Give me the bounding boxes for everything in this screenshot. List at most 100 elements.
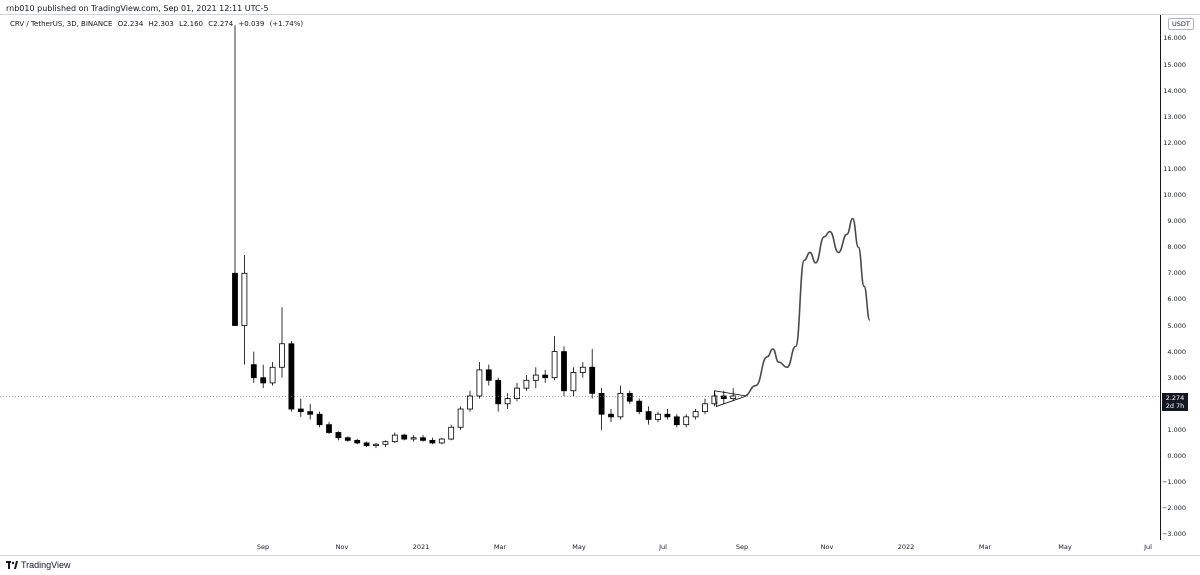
time-axis[interactable]: Sep Nov 2021 Mar May Jul Sep Nov 2022 Mar May Jul (0, 540, 1161, 556)
candle (608, 409, 614, 423)
candle (626, 390, 633, 404)
tradingview-brand[interactable]: TradingView (6, 560, 71, 570)
candle (335, 431, 342, 441)
candle-body (589, 366, 596, 394)
time-tick-label: Mar (493, 543, 507, 551)
price-tick-label: 9.000 (1167, 217, 1186, 226)
candle (344, 436, 351, 442)
candle-body (438, 438, 445, 444)
candle (373, 442, 379, 449)
low-value: L2.160 (179, 20, 204, 28)
candle-body (307, 411, 314, 415)
time-tick-label: 2022 (897, 543, 915, 551)
candle-body (335, 432, 342, 439)
last-price-label: 2.274 2d 7h (1162, 393, 1188, 411)
price-tick-label: 11.000 (1163, 164, 1186, 173)
time-tick-label: Sep (256, 543, 270, 551)
candle (420, 435, 426, 442)
price-tick-label: 0.000 (1167, 452, 1186, 460)
projection-brush-drawing[interactable] (744, 217, 871, 397)
candle-body (636, 400, 643, 413)
candle-body (288, 343, 295, 410)
candle (457, 406, 464, 430)
candle-body (344, 437, 351, 441)
candle (260, 364, 267, 389)
bar-countdown: 2d 7h (1165, 402, 1185, 410)
candle (307, 403, 314, 420)
symbol-legend: CRV / TetherUS, 3D, BINANCE O2.234 H2.30… (10, 20, 306, 28)
candle (673, 414, 680, 428)
triangle-pattern-drawing[interactable] (713, 390, 747, 407)
candle (297, 398, 304, 417)
candle (288, 341, 295, 412)
candle-body (316, 413, 323, 426)
price-tick-label: −2.000 (1161, 504, 1186, 513)
candle-body (617, 392, 624, 418)
candle (645, 406, 652, 425)
candle (467, 390, 473, 412)
time-tick-label: Nov (820, 543, 834, 551)
time-tick-label: Mar (978, 543, 992, 551)
candle-body (232, 272, 238, 326)
candle-body (504, 398, 511, 405)
candle-body (297, 408, 304, 413)
candle-body (241, 272, 248, 326)
candle-body (523, 379, 530, 389)
candle (730, 388, 737, 402)
published-caption: rnb010 published on TradingView.com, Sep… (6, 4, 269, 13)
candle-body (429, 439, 436, 444)
candle (598, 388, 605, 430)
candle (617, 385, 624, 420)
time-tick-label: Nov (335, 543, 349, 551)
price-tick-label: 13.000 (1163, 112, 1186, 121)
candle-body (279, 343, 285, 368)
candle (504, 393, 511, 410)
price-axis[interactable]: 16.000 15.000 14.000 13.000 12.000 11.000 10.0… (1162, 15, 1200, 540)
price-tick-label: 7.000 (1167, 269, 1186, 278)
candle (476, 362, 483, 399)
candle-body (692, 411, 699, 418)
price-tick-label: 1.000 (1167, 425, 1186, 434)
candle-body (410, 437, 417, 440)
candle-body (326, 424, 332, 433)
candle-body (495, 379, 502, 405)
candle-body (655, 413, 661, 420)
candlestick-chart (0, 25, 1161, 449)
candle (391, 432, 398, 443)
currency-badge[interactable]: USDT (1168, 18, 1194, 30)
candle-body (476, 369, 483, 397)
candle-body (250, 364, 257, 379)
candle (532, 367, 539, 389)
candle-body (448, 426, 455, 440)
change-value: +0.039 (238, 20, 265, 28)
candle (326, 422, 332, 434)
candle-body (260, 377, 267, 384)
last-price-value: 2.274 (1165, 394, 1185, 402)
candle-body (269, 366, 276, 384)
candle-body (457, 408, 464, 428)
candle-body (551, 351, 558, 379)
close-value: C2.274 (208, 20, 234, 28)
open-value: O2.234 (117, 20, 144, 28)
time-tick-label: Jul (659, 543, 667, 551)
candle-body (391, 434, 398, 443)
high-value: H2.303 (148, 20, 174, 28)
price-tick-label: 15.000 (1163, 60, 1186, 69)
candle (232, 25, 238, 326)
candle (269, 362, 276, 386)
candle (485, 364, 492, 386)
candle (401, 433, 408, 441)
brand-name: TradingView (21, 560, 71, 570)
change-percent: (+1.74%) (269, 20, 304, 28)
time-tick-label: May (572, 543, 586, 551)
candle-body (373, 443, 379, 446)
candle (363, 441, 370, 447)
candle-body (673, 416, 680, 426)
candle-body (532, 374, 539, 381)
plot-area[interactable] (0, 15, 1161, 540)
candle (429, 437, 436, 445)
time-tick-label: Jul (1144, 543, 1152, 551)
candle-body (363, 442, 370, 446)
candle (655, 411, 661, 423)
candle-body (420, 437, 426, 441)
